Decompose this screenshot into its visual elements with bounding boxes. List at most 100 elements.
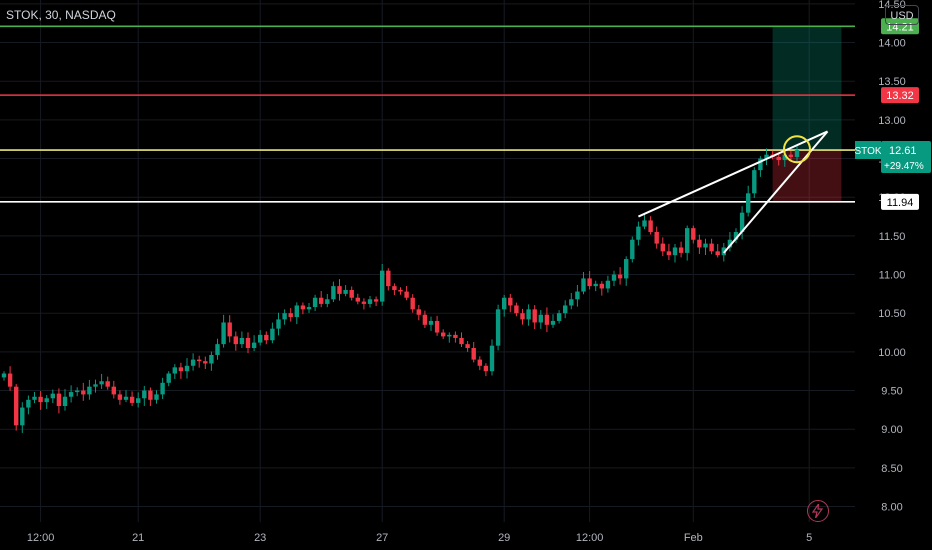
candle-body [221,322,226,345]
candle-body [575,291,580,300]
price-tag-label: 13.32 [886,90,914,102]
x-tick-label: 5 [806,532,812,544]
candle-body [99,381,104,385]
candle-body [636,226,641,240]
candle-body [38,396,43,403]
candle-body [746,193,751,213]
candle-body [111,386,116,395]
candle-body [605,280,611,289]
y-tick-label: 8.00 [881,502,902,514]
candle-body [471,348,476,360]
candle-body [520,313,525,320]
candle-body [56,393,62,406]
candle-body [764,154,769,159]
candle-body [282,313,287,320]
candle-body [215,344,220,355]
candle-body [270,328,275,341]
candle-body [184,365,190,372]
candle-body [154,394,159,400]
candle-body [727,239,733,248]
candle-body [715,251,720,256]
candle-body [752,170,757,194]
wedge-upper-line [637,130,828,218]
candle-body [319,297,324,304]
candle-body [355,297,360,302]
candle-body [7,373,13,387]
candle-body [258,334,263,343]
candle-body [538,314,543,323]
candle-body [514,305,519,314]
candle-body [75,390,80,393]
candle-body [361,301,367,304]
candle-body [453,334,458,338]
candle-body [428,320,434,325]
candle-body [1,373,7,378]
candle-body [190,359,196,366]
candle-body [648,220,653,232]
candle-body [349,290,354,298]
candle-body [373,299,379,302]
candle-body [477,359,482,366]
candle-body [14,386,19,426]
x-tick-label: 12:00 [576,532,604,544]
candle-body [239,337,245,345]
candle-body [532,309,537,323]
candle-body [788,154,794,157]
candle-body [611,274,617,281]
candle-body [758,158,763,171]
candle-body [197,359,202,362]
candle-body [294,305,299,318]
change-label: +29.47% [884,161,924,172]
candle-body [526,309,531,320]
symbol-tag-label: STOK [854,146,881,157]
candle-body [142,390,147,399]
candle-body [32,396,37,400]
highlight-circle [783,135,811,164]
candle-body [300,305,306,310]
candle-body [367,299,373,304]
symbol-label[interactable]: STOK, 30, NASDAQ [6,8,116,22]
candle-body [685,228,690,253]
candle-body [136,398,141,403]
last-price-label: 12.61 [889,145,917,157]
candle-body [398,290,403,292]
y-tick-label: 10.50 [878,308,906,320]
price-tag [881,87,919,104]
candle-body [123,396,129,400]
flash-icon[interactable] [807,500,829,522]
symbol-tag [855,141,881,160]
x-tick-label: 23 [254,532,266,544]
y-tick-label: 13.50 [878,76,906,88]
candle-body [556,313,562,321]
candle-body [172,367,177,374]
candle-body [343,290,348,294]
candle-body [666,251,672,256]
candle-body [148,390,153,400]
candle-body [495,309,501,346]
x-tick-label: 27 [376,532,388,544]
candle-body [672,247,678,256]
candle-body [93,384,98,387]
price-tag-label: 11.94 [887,197,914,209]
candle-body [703,243,708,248]
candle-body [386,270,391,287]
candle-body [117,394,123,400]
candle-body [544,314,550,325]
candle-body [416,309,421,315]
currency-button[interactable]: USD [885,5,919,25]
x-tick-label: 29 [498,532,510,544]
candle-body [276,319,281,329]
candle-body [404,291,409,298]
candle-body [410,297,415,310]
candle-body [392,286,397,290]
candle-body [203,361,208,364]
candle-body [508,297,513,306]
candle-body [26,399,31,408]
candle-body [50,393,55,399]
x-tick-label: Feb [684,532,703,544]
price-tag [881,18,919,35]
candle-body [44,398,49,403]
candle-body [87,386,92,395]
y-tick-label: 11.50 [879,231,906,243]
